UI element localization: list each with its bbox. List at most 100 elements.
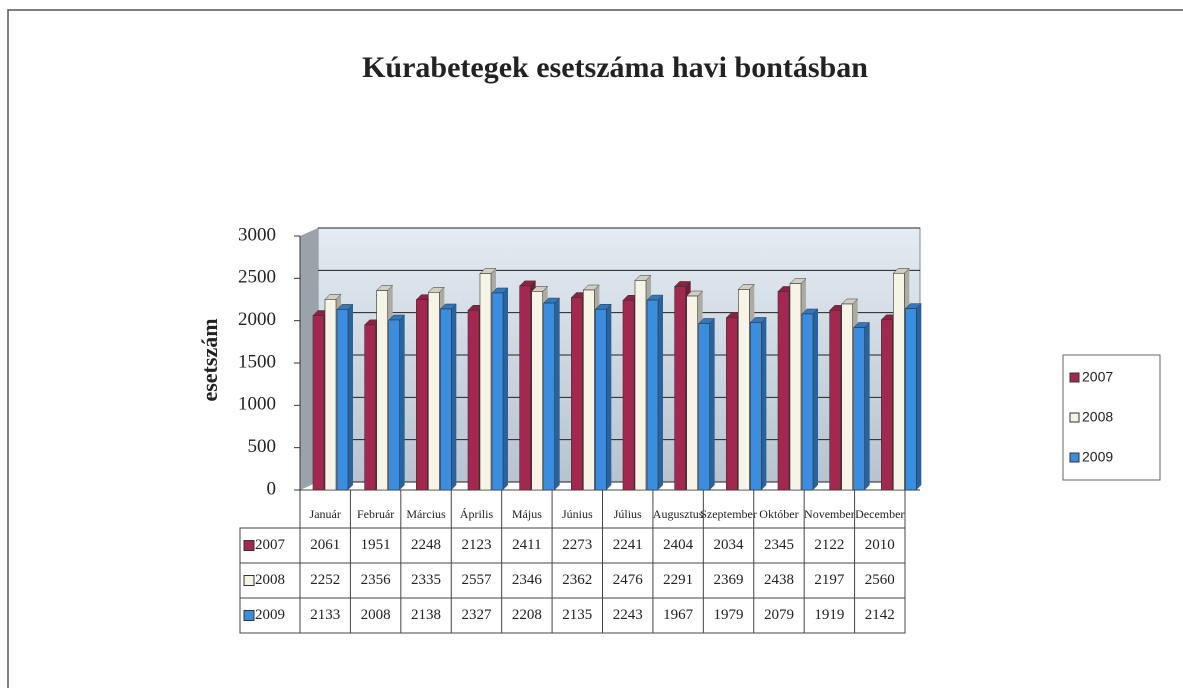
y-axis-label: esetszám (197, 318, 222, 401)
table-series-name: 2007 (255, 537, 286, 553)
table-value: 2122 (814, 537, 844, 553)
bar-front (853, 327, 865, 491)
x-tick-label: Április (460, 507, 494, 521)
table-value: 2079 (764, 607, 794, 623)
table-value: 2133 (310, 607, 340, 623)
table-value: 2273 (562, 537, 592, 553)
bar-front (738, 289, 750, 491)
bar-front (519, 285, 531, 491)
legend-label: 2008 (1082, 409, 1113, 425)
table-value: 2346 (512, 572, 543, 588)
table-value: 2291 (663, 572, 693, 588)
bar-side (451, 303, 457, 490)
table-value: 2345 (764, 537, 794, 553)
table-value: 2557 (461, 572, 492, 588)
table-value: 1979 (714, 607, 744, 623)
bar-front (312, 315, 325, 491)
table-key (243, 575, 255, 586)
chart-title: Kúrabetegek esetszáma havi bontásban (362, 51, 868, 84)
bar-front (364, 324, 376, 491)
bar-side (606, 304, 612, 490)
table-value: 2356 (361, 572, 392, 588)
y-tick-label: 1000 (238, 394, 276, 415)
y-tick-label: 500 (248, 436, 277, 457)
bar-front (750, 322, 762, 491)
bar-front (428, 292, 440, 491)
bar-side (554, 298, 560, 490)
bar (439, 303, 457, 491)
table-value: 2404 (663, 537, 694, 553)
legend-key (1069, 452, 1080, 463)
bar-front (467, 309, 480, 491)
table-value: 2438 (764, 572, 794, 588)
bar-front (726, 317, 738, 491)
bar (801, 308, 819, 491)
table-value: 2008 (361, 607, 391, 623)
table-value: 2061 (310, 537, 340, 553)
bar-front (595, 308, 607, 491)
bar-front (646, 299, 659, 491)
x-tick-label: Március (406, 507, 446, 521)
bar (543, 297, 561, 491)
bar-front (388, 319, 400, 491)
table-value: 2335 (411, 572, 441, 588)
bar (749, 317, 767, 491)
x-tick-label: Július (614, 507, 642, 521)
bar-side (399, 314, 405, 490)
bar-side (916, 303, 922, 490)
bar-front (634, 280, 647, 491)
bar-front (440, 308, 452, 491)
table-value: 2208 (512, 607, 542, 623)
table-value: 2123 (461, 537, 491, 553)
table-value: 2010 (865, 537, 895, 553)
bar (388, 314, 406, 491)
x-tick-label: December (855, 507, 904, 521)
bar-front (698, 323, 710, 491)
bar-front (531, 291, 543, 491)
table-value: 2362 (562, 572, 592, 588)
table-value: 2476 (613, 572, 644, 588)
table-value: 2138 (411, 607, 441, 623)
table-value: 2369 (714, 572, 744, 588)
bar-front (336, 309, 349, 491)
table-row (239, 597, 906, 634)
bar (904, 303, 922, 491)
x-tick-label: Szeptember (700, 507, 757, 521)
bar (491, 287, 509, 491)
table-series-name: 2008 (255, 572, 285, 588)
x-tick-label: Február (357, 507, 394, 521)
bar-side (709, 318, 715, 490)
bar-front (571, 297, 583, 491)
bar (336, 304, 354, 491)
bar-front (905, 308, 917, 491)
table-value: 1919 (814, 607, 844, 623)
table-value: 2034 (714, 537, 745, 553)
bar (594, 303, 612, 491)
table-key (243, 610, 255, 621)
bar-front (491, 292, 504, 491)
y-tick-label: 0 (267, 478, 277, 499)
table-value: 2327 (461, 607, 492, 623)
bar-front (324, 299, 337, 491)
table-value: 2135 (562, 607, 592, 623)
bar-front (479, 273, 492, 491)
bar (646, 294, 664, 491)
legend-label: 2009 (1082, 449, 1113, 465)
bar-front (543, 302, 555, 491)
table-value: 2252 (310, 572, 340, 588)
table-value: 2241 (613, 537, 643, 553)
bar-side (503, 287, 508, 490)
bar-front (416, 299, 428, 491)
bar-front (376, 290, 388, 491)
table-series-name: 2009 (255, 607, 285, 623)
y-tick-label: 2000 (238, 309, 276, 330)
table-value: 2411 (512, 537, 541, 553)
bar-front (789, 283, 802, 491)
y-tick-label: 3000 (238, 224, 276, 245)
bar-side (658, 295, 663, 490)
table-value: 2560 (865, 572, 895, 588)
bar-front (801, 313, 814, 491)
bar-side (864, 322, 870, 490)
x-tick-label: November (804, 507, 855, 521)
